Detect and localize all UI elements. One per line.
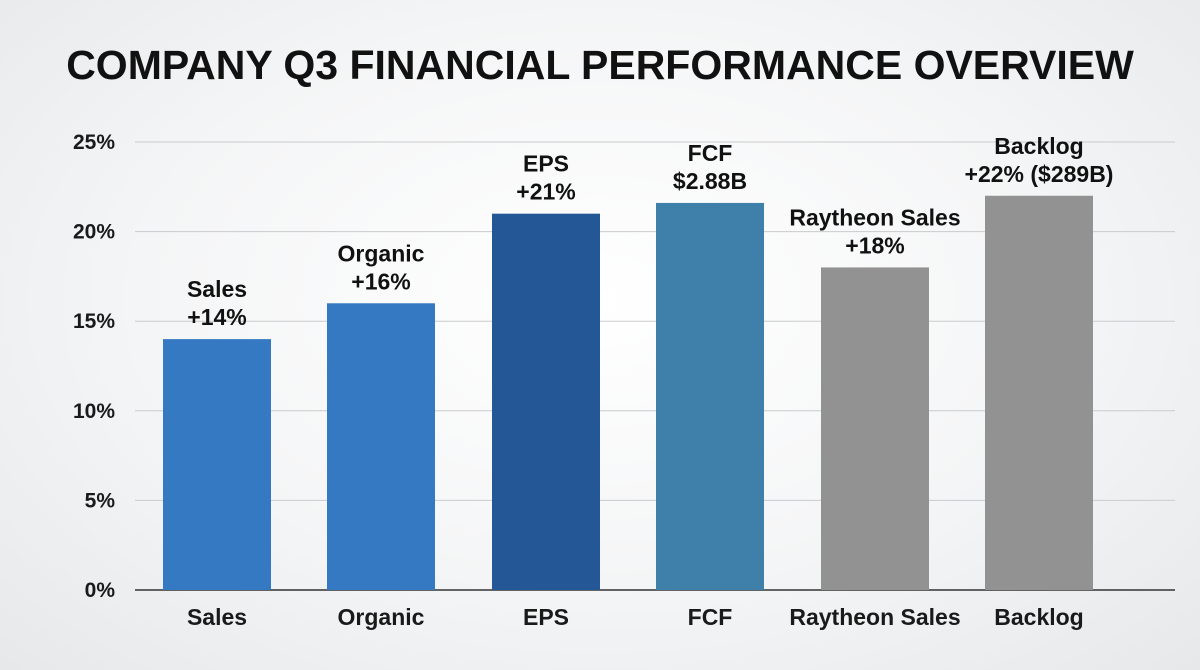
y-tick-label: 0% [85,579,116,602]
y-tick-label: 5% [85,489,116,512]
bar [821,267,929,590]
x-tick-label: Sales [187,604,247,630]
data-label: +14% [187,304,246,330]
data-label: Sales [187,276,247,302]
data-label: +21% [516,179,575,205]
bar [656,202,764,591]
x-tick-label: Backlog [994,604,1083,630]
data-label: FCF [688,140,733,166]
data-label: Backlog [994,133,1083,159]
data-label: Raytheon Sales [789,204,960,230]
data-label: +18% [845,232,904,258]
bar [327,303,435,590]
data-label: +16% [351,268,410,294]
bar [163,339,271,590]
x-tick-label: Raytheon Sales [789,604,960,630]
data-label: +22% ($289B) [965,161,1114,187]
y-tick-label: 10% [73,400,115,423]
chart-title: COMPANY Q3 FINANCIAL PERFORMANCE OVERVIE… [66,42,1134,88]
y-tick-label: 20% [73,221,115,244]
y-tick-label: 15% [73,310,115,333]
x-tick-label: EPS [523,604,569,630]
data-label: Organic [338,240,425,266]
x-tick-label: FCF [688,604,733,630]
bar [985,195,1093,590]
x-tick-label: Organic [338,604,425,630]
data-label: EPS [523,151,569,177]
y-tick-label: 25% [73,131,115,154]
data-label: $2.88B [673,168,747,194]
bar [492,213,600,590]
